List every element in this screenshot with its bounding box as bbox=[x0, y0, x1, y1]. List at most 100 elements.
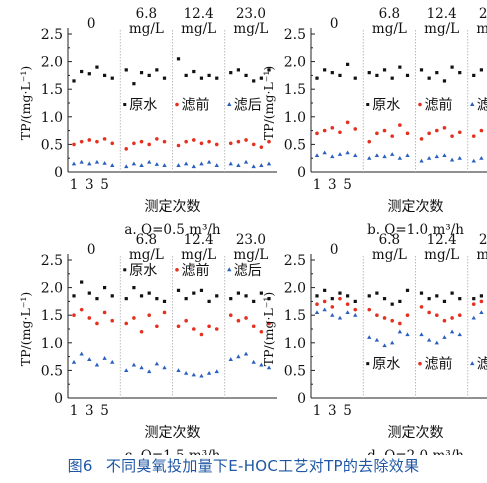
legend-marker-raw bbox=[123, 268, 127, 272]
group-label-dose: 6.8 bbox=[136, 6, 157, 22]
data-point-raw bbox=[229, 71, 233, 75]
data-point-after bbox=[102, 160, 107, 165]
data-point-raw bbox=[124, 297, 128, 301]
data-point-raw bbox=[176, 288, 181, 292]
data-point-before bbox=[162, 310, 167, 315]
data-point-before bbox=[398, 321, 402, 326]
legend-label: 滤后 bbox=[477, 98, 487, 114]
data-point-before bbox=[419, 305, 424, 309]
group-label-dose: 23.0 bbox=[479, 232, 487, 248]
y-tick-label: 2.5 bbox=[41, 27, 63, 43]
data-point-after bbox=[214, 369, 219, 374]
data-point-before bbox=[214, 142, 219, 147]
data-point-raw bbox=[338, 73, 342, 77]
x-tick-label: 1 bbox=[70, 177, 79, 193]
data-point-raw bbox=[346, 62, 350, 66]
data-point-before bbox=[345, 302, 350, 306]
data-point-before bbox=[102, 310, 107, 315]
group-label-dose: 12.4 bbox=[184, 6, 214, 22]
data-point-before bbox=[382, 128, 387, 133]
data-point-after bbox=[191, 372, 196, 377]
data-point-after bbox=[405, 332, 410, 337]
data-point-raw bbox=[458, 297, 462, 301]
data-point-before bbox=[95, 321, 99, 326]
legend-label: 滤前 bbox=[425, 97, 453, 114]
chart-panel-a: 00.51.01.52.02.5TP/(mg·L⁻¹)01 3 56.8mg/L12… bbox=[18, 6, 277, 238]
data-point-raw bbox=[132, 286, 136, 290]
data-point-before bbox=[72, 142, 76, 147]
data-point-after bbox=[154, 162, 160, 166]
data-point-raw bbox=[346, 294, 350, 298]
data-point-after bbox=[183, 161, 189, 166]
data-point-after bbox=[206, 159, 212, 164]
data-point-raw bbox=[184, 297, 188, 301]
x-tick-label: 1 bbox=[70, 403, 79, 419]
data-point-before bbox=[251, 142, 256, 147]
data-point-after bbox=[199, 161, 204, 166]
data-point-before bbox=[132, 316, 136, 320]
data-point-before bbox=[79, 307, 84, 312]
data-point-after bbox=[176, 368, 181, 372]
panel-sub-caption: d. Q=2.0 m³/h bbox=[367, 448, 464, 455]
data-point-before bbox=[471, 302, 476, 306]
y-axis-label: TP/(mg·L⁻¹) bbox=[18, 66, 33, 140]
data-point-after bbox=[374, 337, 380, 342]
y-tick-label: 1.5 bbox=[284, 308, 306, 324]
data-point-after bbox=[479, 310, 484, 315]
data-point-after bbox=[131, 362, 137, 367]
data-point-after bbox=[330, 313, 335, 317]
data-point-after bbox=[266, 161, 272, 166]
x-tick-label: 5 bbox=[100, 177, 109, 193]
legend-marker-raw bbox=[366, 362, 370, 366]
data-point-before bbox=[87, 138, 92, 142]
group-label-dose: 23.0 bbox=[236, 6, 266, 22]
data-point-after bbox=[374, 153, 380, 158]
data-point-before bbox=[315, 302, 319, 306]
data-point-after bbox=[147, 369, 152, 374]
group-label-dose: 0 bbox=[87, 16, 96, 32]
legend-label: 滤后 bbox=[477, 357, 487, 373]
data-point-after bbox=[314, 153, 320, 158]
data-point-after bbox=[419, 158, 424, 163]
y-axis-label: TP/(mg·L⁻¹) bbox=[261, 292, 276, 366]
y-tick-label: 1.5 bbox=[284, 82, 306, 98]
legend-label: 滤前 bbox=[425, 356, 453, 373]
data-point-after bbox=[110, 359, 115, 364]
legend-label: 原水 bbox=[372, 98, 400, 114]
data-point-raw bbox=[147, 73, 151, 77]
data-point-after bbox=[471, 315, 476, 320]
data-point-after bbox=[206, 370, 212, 375]
y-tick-label: 1.0 bbox=[41, 110, 63, 126]
data-point-after bbox=[479, 156, 484, 160]
data-point-after bbox=[426, 156, 432, 160]
data-point-after bbox=[353, 153, 358, 158]
data-point-raw bbox=[398, 299, 402, 303]
data-point-raw bbox=[427, 76, 431, 80]
data-point-raw bbox=[267, 68, 271, 72]
data-point-before bbox=[110, 141, 115, 146]
data-point-after bbox=[243, 159, 249, 164]
data-point-after bbox=[457, 332, 462, 337]
data-point-after bbox=[79, 159, 84, 164]
data-point-after bbox=[110, 163, 115, 167]
data-point-raw bbox=[419, 68, 424, 72]
data-point-after bbox=[449, 329, 455, 334]
y-tick-label: 0.5 bbox=[41, 363, 63, 379]
y-tick-label: 0.5 bbox=[41, 137, 63, 153]
data-point-raw bbox=[375, 73, 379, 77]
data-point-before bbox=[110, 318, 115, 323]
data-point-before bbox=[259, 145, 264, 149]
data-point-before bbox=[435, 128, 439, 133]
data-point-after bbox=[442, 153, 447, 158]
y-tick-label: 1.0 bbox=[41, 336, 63, 352]
data-point-raw bbox=[162, 299, 167, 303]
data-point-before bbox=[207, 324, 211, 329]
x-tick-label: 3 bbox=[328, 177, 337, 193]
y-tick-label: 0.5 bbox=[284, 137, 306, 153]
figure-caption: 图6 不同臭氧投加量下E-HOC工艺对TP的去除效果 bbox=[0, 455, 487, 476]
group-label-unit: mg/L bbox=[233, 21, 268, 37]
data-point-raw bbox=[184, 73, 188, 77]
data-point-after bbox=[124, 164, 129, 169]
x-axis-label: 测定次数 bbox=[145, 425, 201, 441]
data-point-before bbox=[330, 126, 335, 130]
